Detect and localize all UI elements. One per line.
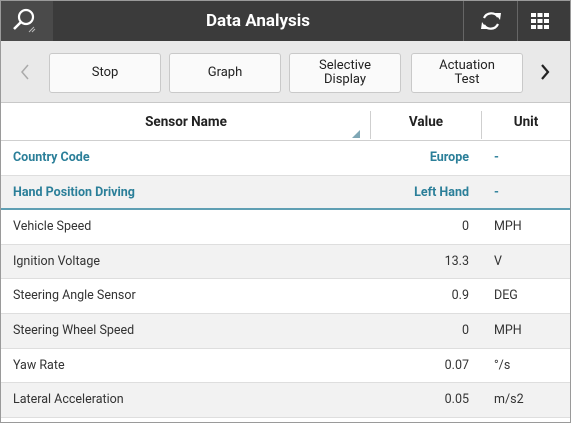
table-row[interactable]: Steering Wheel Speed 0 MPH [1, 314, 570, 349]
sensor-name: Ignition Voltage [13, 253, 101, 269]
sensor-value: Europe [429, 150, 469, 165]
menu-grid-button[interactable] [529, 11, 551, 31]
table-header: Sensor Name Value Unit [1, 103, 570, 141]
table-row[interactable]: Vehicle Speed 0 MPH [1, 210, 570, 245]
sensor-name: Steering Wheel Speed [13, 323, 135, 338]
sensor-value: Left Hand [414, 184, 469, 200]
sensor-unit: - [494, 184, 499, 200]
refresh-button[interactable] [471, 1, 511, 41]
table-row[interactable]: Country Code Europe - [1, 141, 570, 176]
separator [481, 111, 482, 139]
sort-indicator [352, 130, 360, 138]
table-row[interactable]: Yaw Rate 0.07 °/s [1, 348, 570, 384]
column-header[interactable]: Unit [513, 114, 539, 130]
sensor-value: 0.05 [444, 392, 469, 408]
page-title: Data Analysis [205, 11, 311, 31]
table-row[interactable]: Steering Angle Sensor 0.9 DEG [1, 279, 570, 314]
separator [517, 1, 518, 41]
sensor-value: 0 [461, 323, 469, 338]
sensor-name: Hand Position Driving [13, 184, 135, 200]
table-row[interactable]: Hand Position Driving Left Hand - [1, 175, 570, 211]
separator [370, 111, 371, 139]
sensor-unit: - [494, 150, 499, 165]
sensor-unit: m/s2 [494, 392, 524, 408]
scroll-right-button[interactable] [537, 61, 553, 83]
sensor-unit: DEG [494, 288, 518, 304]
top-bar: Data Analysis [1, 1, 570, 41]
toolbar-button[interactable]: Graph [169, 53, 281, 93]
separator [463, 1, 464, 41]
sensor-value: 13.3 [444, 253, 469, 269]
sensor-value: 0 [461, 219, 469, 235]
table-row[interactable]: Ignition Voltage 13.3 V [1, 244, 570, 280]
toolbar: Stop Graph Selective Display Actuation Test [1, 41, 570, 103]
search-button[interactable] [1, 1, 53, 41]
sensor-name: Yaw Rate [13, 357, 65, 373]
sensor-unit: V [494, 253, 502, 269]
column-header[interactable]: Value [408, 114, 444, 130]
sensor-name: Vehicle Speed [13, 219, 92, 235]
sensor-unit: °/s [494, 357, 511, 373]
sensor-unit: MPH [494, 219, 522, 235]
toolbar-button[interactable]: Selective Display [289, 53, 401, 93]
scroll-left-button[interactable] [17, 61, 33, 83]
sensor-name: Steering Angle Sensor [13, 288, 136, 304]
toolbar-button[interactable]: Actuation Test [411, 53, 523, 93]
sensor-unit: MPH [494, 323, 522, 338]
sensor-name: Country Code [13, 150, 90, 165]
search-icon [13, 8, 36, 33]
sensor-value: 0.07 [444, 357, 469, 373]
toolbar-button[interactable]: Stop [49, 53, 161, 93]
sensor-name: Lateral Acceleration [13, 392, 124, 408]
table-row[interactable]: Lateral Acceleration 0.05 m/s2 [1, 383, 570, 418]
column-header[interactable]: Sensor Name [145, 114, 227, 130]
sensor-value: 0.9 [451, 288, 469, 304]
